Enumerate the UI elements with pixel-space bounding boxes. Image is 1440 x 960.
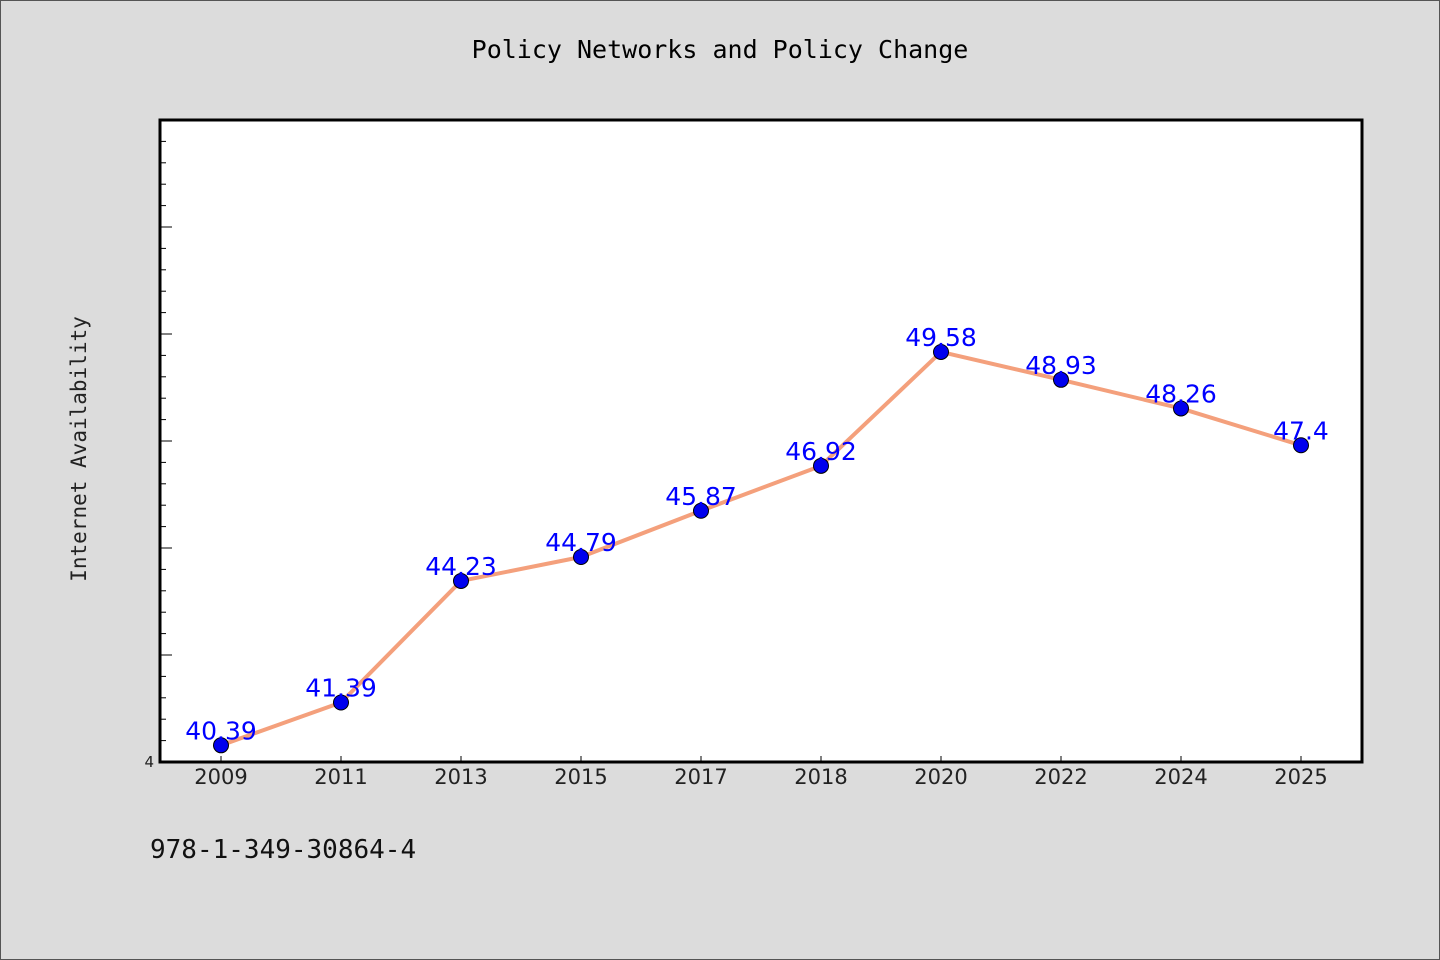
data-markers — [213, 343, 1309, 754]
data-point — [1173, 400, 1189, 417]
x-tick-label: 2025 — [1274, 765, 1327, 789]
chart-title: Policy Networks and Policy Change — [471, 35, 969, 64]
x-ticks: 2009 2011 2013 2015 2017 2018 2020 2022 2024 2025 — [194, 756, 1328, 789]
data-labels: 40.39 41.39 44.23 44.79 45.87 46.92 49.58 48.93… — [185, 323, 1329, 745]
series-line — [220, 349, 1302, 748]
data-label: 41.39 — [305, 674, 377, 703]
data-label: 45.87 — [665, 482, 737, 511]
x-tick-label: 2017 — [674, 765, 727, 789]
data-label: 47.4 — [1273, 416, 1329, 445]
data-point — [213, 737, 229, 754]
data-point — [693, 502, 709, 519]
data-label: 44.23 — [425, 552, 497, 581]
data-point — [933, 343, 949, 360]
x-tick-label: 2009 — [194, 765, 247, 789]
data-point — [573, 548, 589, 565]
x-tick-label: 2018 — [794, 765, 847, 789]
y-tick-label: 4 — [144, 753, 154, 771]
y-ticks: 4 — [144, 140, 172, 771]
data-point — [453, 572, 469, 589]
data-point — [813, 457, 829, 474]
data-label: 49.58 — [905, 323, 977, 352]
data-point — [1053, 371, 1069, 388]
x-tick-label: 2015 — [554, 765, 607, 789]
data-point — [333, 694, 349, 711]
x-tick-label: 2011 — [314, 765, 367, 789]
x-tick-label: 2020 — [914, 765, 967, 789]
x-tick-label: 2022 — [1034, 765, 1087, 789]
x-tick-label: 2024 — [1154, 765, 1207, 789]
x-tick-label: 2013 — [434, 765, 487, 789]
plot-background — [158, 118, 1364, 764]
data-label: 44.79 — [545, 528, 617, 557]
footer-note: 978-1-349-30864-4 — [150, 835, 417, 865]
data-label: 48.26 — [1145, 379, 1217, 408]
data-point — [1293, 437, 1309, 454]
data-label: 40.39 — [185, 716, 257, 745]
data-label: 48.93 — [1025, 351, 1097, 380]
data-label: 46.92 — [785, 437, 857, 466]
